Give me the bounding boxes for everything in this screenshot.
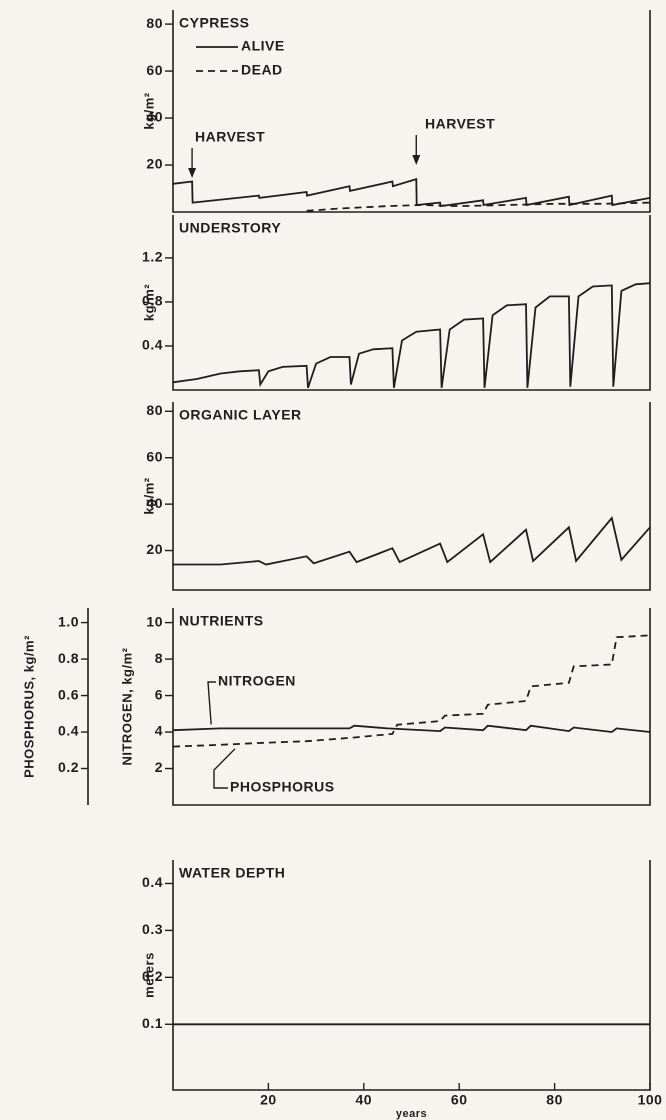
annotation: HARVEST [425,116,495,132]
legend-label: DEAD [241,62,283,78]
legend-label: ALIVE [241,38,285,54]
panel-title: ORGANIC LAYER [179,407,302,423]
plot-frame [172,860,651,1091]
y2-tick-label: 0.6 [58,686,79,702]
panel-title: NUTRIENTS [179,613,264,629]
y-axis-label: meters [141,952,156,998]
y2-tick-label: 0.2 [58,759,79,775]
data-line [172,724,651,733]
panel-title: WATER DEPTH [179,865,285,881]
y-axis-label: NITROGEN, kg/m² [119,647,134,765]
y-tick-label: 4 [155,723,163,739]
y2-tick-label: 0.8 [58,650,79,666]
panel-title: CYPRESS [179,15,249,31]
y-tick-label: 80 [146,15,163,31]
x-tick-label: 40 [356,1092,373,1108]
y-axis-label: kg/m² [141,477,156,514]
plot-frame [172,10,651,213]
y-tick-label: 60 [146,62,163,78]
y-tick-label: 20 [146,541,163,557]
data-line [172,634,651,748]
data-line [173,516,651,566]
y-tick-label: 40 [146,495,163,511]
arrow-head [188,168,197,178]
x-tick-label: 20 [260,1092,277,1108]
x-axis-label: years [396,1108,427,1120]
panel-title: UNDERSTORY [179,220,281,236]
leader-line [213,748,236,789]
y2-tick-label: 1.0 [58,613,79,629]
data-line [172,177,651,208]
arrow-head [412,155,421,165]
y-tick-label: 40 [146,109,163,125]
plot-frame [172,608,651,806]
y-tick-label: 1.2 [142,249,163,265]
y-tick-label: 0.1 [142,1015,163,1031]
y-axis-label: kg/m² [141,92,156,129]
x-tick-label: 80 [546,1092,563,1108]
y-tick-label: 0.4 [142,337,163,353]
x-tick-label: 100 [638,1092,663,1108]
y-tick-label: 6 [155,686,163,702]
y2-tick-label: 0.4 [58,723,79,739]
series-label: PHOSPHORUS [230,779,335,795]
y-axis-label: kg/m² [141,284,156,321]
data-line [306,201,651,212]
y2-axis-label: PHOSPHORUS, kg/m² [21,635,36,778]
annotation: HARVEST [195,129,265,145]
y-tick-label: 80 [146,402,163,418]
x-tick-label: 60 [451,1092,468,1108]
y-tick-label: 0.4 [142,874,163,890]
y-tick-label: 60 [146,448,163,464]
data-line [172,282,651,389]
plot-frame [172,402,651,591]
y-tick-label: 10 [146,613,163,629]
y-tick-label: 0.8 [142,293,163,309]
y-tick-label: 0.3 [142,921,163,937]
y-tick-label: 2 [155,759,163,775]
y-tick-label: 8 [155,650,163,666]
leader-line [207,681,216,725]
y-tick-label: 0.2 [142,968,163,984]
y-tick-label: 20 [146,156,163,172]
series-label: NITROGEN [218,673,296,689]
